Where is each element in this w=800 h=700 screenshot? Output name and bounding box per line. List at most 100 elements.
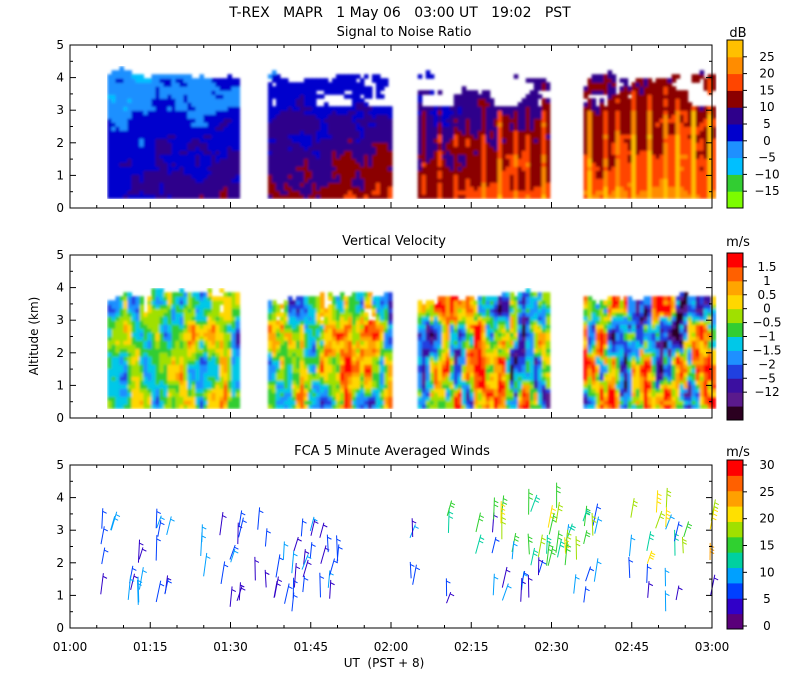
heatmap-cell xyxy=(279,328,285,333)
heatmap-cell xyxy=(111,194,117,199)
heatmap-cell xyxy=(595,90,601,95)
heatmap-cell xyxy=(147,134,153,139)
heatmap-cell xyxy=(587,122,593,127)
heatmap-cell xyxy=(371,186,377,191)
heatmap-cell xyxy=(355,178,361,183)
heatmap-cell xyxy=(211,324,217,329)
heatmap-cell xyxy=(131,98,137,103)
heatmap-cell xyxy=(711,170,717,175)
heatmap-cell xyxy=(541,158,547,163)
heatmap-cell xyxy=(611,166,617,171)
heatmap-cell xyxy=(449,170,455,175)
heatmap-cell xyxy=(207,356,213,361)
heatmap-cell xyxy=(611,134,617,139)
heatmap-cell xyxy=(119,300,125,305)
heatmap-cell xyxy=(211,392,217,397)
heatmap-cell xyxy=(331,186,337,191)
heatmap-cell xyxy=(179,98,185,103)
heatmap-cell xyxy=(383,126,389,131)
heatmap-cell xyxy=(619,98,625,103)
heatmap-cell xyxy=(107,82,113,87)
heatmap-cell xyxy=(275,106,281,111)
heatmap-cell xyxy=(679,146,685,151)
heatmap-cell xyxy=(187,118,193,123)
heatmap-cell xyxy=(537,110,543,115)
heatmap-cell xyxy=(639,178,645,183)
heatmap-cell xyxy=(119,70,125,75)
heatmap-cell xyxy=(599,90,605,95)
heatmap-cell xyxy=(171,182,177,187)
heatmap-cell xyxy=(631,118,637,123)
heatmap-cell xyxy=(465,190,471,195)
heatmap-cell xyxy=(639,118,645,123)
heatmap-cell xyxy=(695,134,701,139)
heatmap-cell xyxy=(111,190,117,195)
heatmap-cell xyxy=(203,372,209,377)
heatmap-cell xyxy=(299,118,305,123)
heatmap-cell xyxy=(429,194,435,199)
heatmap-cell xyxy=(267,114,273,119)
heatmap-cell xyxy=(143,98,149,103)
heatmap-cell xyxy=(275,130,281,135)
heatmap-cell xyxy=(525,170,531,175)
heatmap-cell xyxy=(147,352,153,357)
heatmap-cell xyxy=(339,110,345,115)
heatmap-cell xyxy=(351,150,357,155)
heatmap-cell xyxy=(505,122,511,127)
heatmap-cell xyxy=(295,170,301,175)
heatmap-cell xyxy=(375,150,381,155)
heatmap-cell xyxy=(545,154,551,159)
heatmap-cell xyxy=(295,356,301,361)
heatmap-cell xyxy=(599,194,605,199)
heatmap-cell xyxy=(267,372,273,377)
y-tick-label: 2 xyxy=(56,136,64,150)
heatmap-cell xyxy=(147,392,153,397)
heatmap-cell xyxy=(215,336,221,341)
heatmap-cell xyxy=(171,146,177,151)
heatmap-cell xyxy=(703,146,709,151)
heatmap-cell xyxy=(159,150,165,155)
heatmap-cell xyxy=(299,94,305,99)
heatmap-cell xyxy=(703,190,709,195)
heatmap-cell xyxy=(131,296,137,301)
heatmap-cell xyxy=(235,348,241,353)
heatmap-cell xyxy=(537,166,543,171)
heatmap-cell xyxy=(135,182,141,187)
heatmap-cell xyxy=(231,182,237,187)
heatmap-cell xyxy=(299,320,305,325)
heatmap-cell xyxy=(279,312,285,317)
heatmap-cell xyxy=(211,190,217,195)
heatmap-cell xyxy=(215,296,221,301)
heatmap-cell xyxy=(537,190,543,195)
heatmap-cell xyxy=(307,118,313,123)
heatmap-cell xyxy=(127,162,133,167)
heatmap-cell xyxy=(437,110,443,115)
heatmap-cell xyxy=(639,110,645,115)
heatmap-cell xyxy=(215,86,221,91)
heatmap-cell xyxy=(473,170,479,175)
heatmap-cell xyxy=(647,118,653,123)
heatmap-cell xyxy=(147,328,153,333)
heatmap-cell xyxy=(203,336,209,341)
heatmap-cell xyxy=(663,162,669,167)
heatmap-cell xyxy=(595,82,601,87)
heatmap-cell xyxy=(347,194,353,199)
heatmap-cell xyxy=(367,138,373,143)
heatmap-cell xyxy=(347,162,353,167)
heatmap-cell xyxy=(421,114,427,119)
heatmap-cell xyxy=(151,134,157,139)
heatmap-cell xyxy=(367,170,373,175)
heatmap-cell xyxy=(195,154,201,159)
heatmap-cell xyxy=(497,126,503,131)
heatmap-cell xyxy=(199,182,205,187)
heatmap-cell xyxy=(107,134,113,139)
heatmap-cell xyxy=(375,106,381,111)
heatmap-cell xyxy=(155,348,161,353)
heatmap-cell xyxy=(183,154,189,159)
heatmap-cell xyxy=(691,154,697,159)
heatmap-cell xyxy=(461,150,467,155)
heatmap-cell xyxy=(703,150,709,155)
heatmap-cell xyxy=(143,364,149,369)
heatmap-cell xyxy=(687,146,693,151)
heatmap-cell xyxy=(287,300,293,305)
